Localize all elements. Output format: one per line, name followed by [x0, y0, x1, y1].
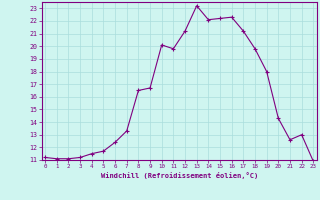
X-axis label: Windchill (Refroidissement éolien,°C): Windchill (Refroidissement éolien,°C)	[100, 172, 258, 179]
